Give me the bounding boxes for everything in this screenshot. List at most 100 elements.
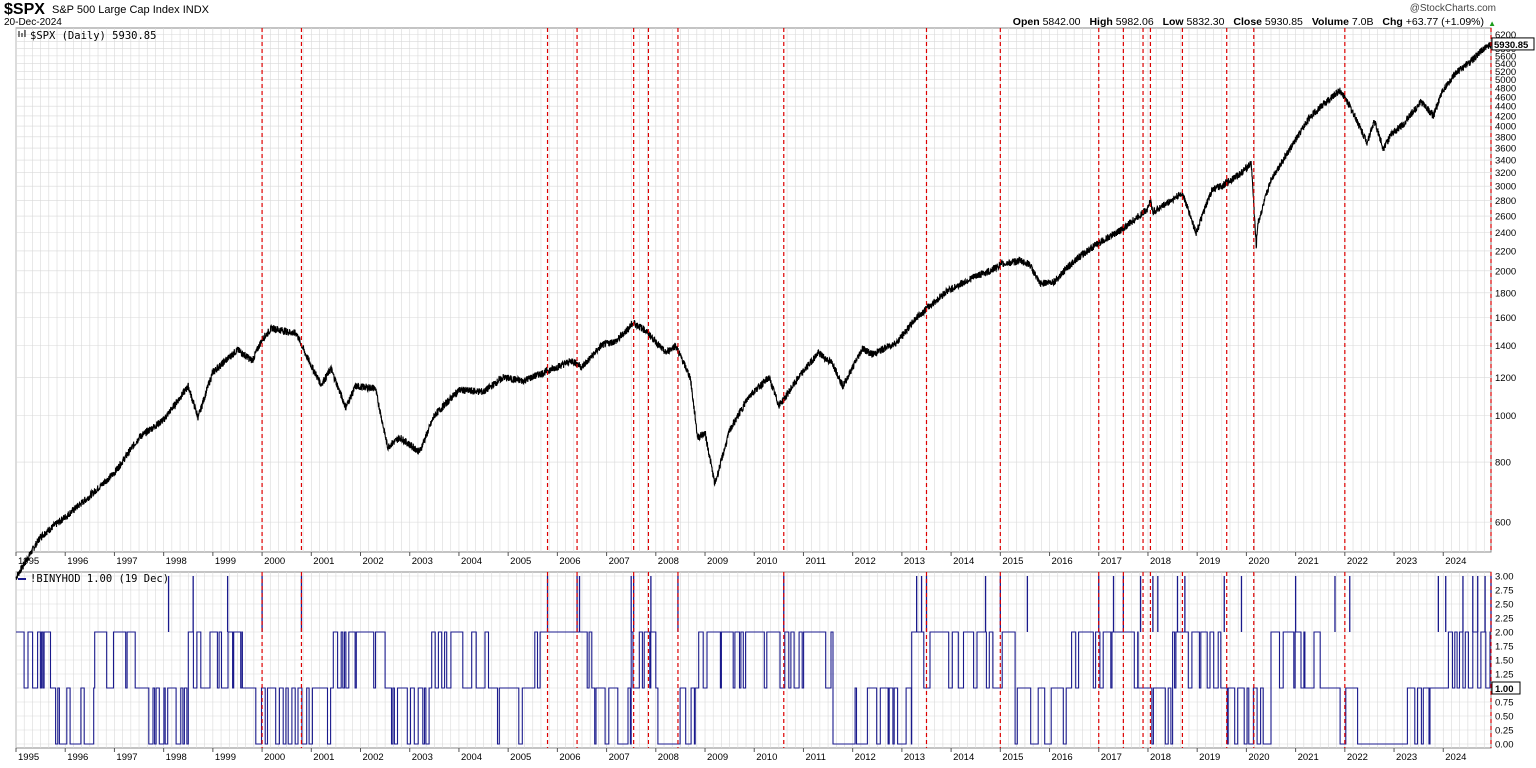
indicator-last-value-label: 1.00: [1495, 684, 1514, 695]
price-y-tick-label: 600: [1495, 518, 1511, 529]
price-x-tick-label: 1997: [116, 556, 137, 567]
price-y-tick-label: 4000: [1495, 122, 1516, 133]
price-legend-bars-icon: [18, 30, 26, 37]
price-x-tick-label: 2005: [510, 556, 531, 567]
indicator-x-tick-label: 2024: [1445, 752, 1466, 763]
price-x-tick-label: 2006: [559, 556, 580, 567]
price-x-tick-label: 2001: [313, 556, 334, 567]
indicator-x-tick-label: 2006: [559, 752, 580, 763]
exchange-code: INDX: [182, 4, 209, 16]
price-y-tick-label: 5200: [1495, 67, 1516, 78]
price-last-value-label: 5930.85: [1494, 40, 1529, 51]
price-y-tick-label: 1400: [1495, 341, 1516, 352]
indicator-x-tick-label: 1997: [116, 752, 137, 763]
indicator-x-tick-label: 2002: [363, 752, 384, 763]
price-x-tick-label: 2014: [953, 556, 974, 567]
high-label: High: [1089, 16, 1113, 28]
indicator-y-tick-label: 0.50: [1495, 712, 1514, 723]
indicator-x-tick-label: 2014: [953, 752, 974, 763]
indicator-x-tick-label: 2019: [1199, 752, 1220, 763]
indicator-legend: !BINYHOD 1.00 (19 Dec): [30, 573, 169, 585]
price-x-tick-label: 2021: [1298, 556, 1319, 567]
price-x-tick-label: 2008: [658, 556, 679, 567]
indicator-x-tick-label: 2012: [855, 752, 876, 763]
price-x-tick-label: 2023: [1396, 556, 1417, 567]
chg-value: +63.77 (+1.09%): [1405, 16, 1484, 28]
price-x-tick-label: 2012: [855, 556, 876, 567]
price-y-tick-label: 4400: [1495, 102, 1516, 113]
price-legend: $SPX (Daily) 5930.85: [30, 30, 156, 42]
indicator-x-tick-label: 2011: [805, 752, 825, 763]
price-y-tick-label: 4200: [1495, 111, 1516, 122]
price-y-tick-label: 2800: [1495, 196, 1516, 207]
index-name: S&P 500 Large Cap Index INDX: [52, 4, 209, 16]
price-y-tick-label: 3000: [1495, 182, 1516, 193]
volume-label: Volume: [1311, 16, 1349, 28]
indicator-y-tick-label: 2.50: [1495, 600, 1514, 611]
indicator-y-tick-label: 2.25: [1495, 614, 1514, 625]
price-y-tick-label: 3400: [1495, 156, 1516, 167]
indicator-x-tick-label: 2022: [1347, 752, 1368, 763]
indicator-y-tick-label: 2.75: [1495, 586, 1514, 597]
price-y-tick-label: 1800: [1495, 288, 1516, 299]
indicator-x-tick-label: 2018: [1150, 752, 1171, 763]
indicator-series-line: [16, 631, 1491, 745]
indicator-x-tick-label: 2005: [510, 752, 531, 763]
price-x-tick-label: 2002: [363, 556, 384, 567]
price-x-tick-label: 1995: [18, 556, 39, 567]
indicator-x-tick-label: 2021: [1298, 752, 1319, 763]
price-x-tick-label: 2003: [412, 556, 433, 567]
indicator-x-tick-label: 2000: [264, 752, 285, 763]
close-label: Close: [1233, 16, 1262, 28]
indicator-x-tick-label: 2009: [707, 752, 728, 763]
price-y-tick-label: 5400: [1495, 59, 1516, 70]
indicator-x-tick-label: 2017: [1101, 752, 1122, 763]
indicator-y-tick-label: 0.00: [1495, 740, 1514, 751]
indicator-y-tick-label: 1.25: [1495, 670, 1514, 681]
price-y-tick-label: 5600: [1495, 51, 1516, 62]
indicator-last-value-box: [1491, 681, 1521, 695]
signal-lines: [261, 28, 1492, 748]
price-y-tick-label: 3600: [1495, 144, 1516, 155]
indicator-y-tick-label: 2.00: [1495, 628, 1514, 639]
price-x-tick-label: 2022: [1347, 556, 1368, 567]
index-title: S&P 500 Large Cap Index: [52, 4, 180, 16]
low-label: Low: [1162, 16, 1184, 28]
price-x-tick-label: 2009: [707, 556, 728, 567]
price-y-tick-label: 5000: [1495, 75, 1516, 86]
brand-watermark: @StockCharts.com: [1409, 3, 1496, 14]
ticker-symbol: $SPX: [4, 1, 45, 18]
high-value: 5982.06: [1115, 16, 1154, 28]
price-x-tick-label: 2010: [756, 556, 777, 567]
indicator-x-tick-label: 2020: [1248, 752, 1269, 763]
legend-layer: $SPX (Daily) 5930.85 !BINYHOD 1.00 (19 D…: [18, 30, 169, 585]
price-y-tick-label: 1200: [1495, 373, 1516, 384]
indicator-x-tick-label: 2007: [609, 752, 630, 763]
indicator-x-tick-label: 2001: [313, 752, 334, 763]
indicator-y-tick-label: 1.50: [1495, 656, 1514, 667]
indicator-y-tick-label: 1.75: [1495, 642, 1514, 653]
price-y-tick-label: 1000: [1495, 411, 1516, 422]
indicator-x-tick-label: 2015: [1002, 752, 1023, 763]
grid-layer: [15, 27, 1492, 749]
price-x-tick-label: 2019: [1199, 556, 1220, 567]
price-x-tick-label: 2004: [461, 556, 482, 567]
volume-value: 7.0B: [1351, 16, 1374, 28]
indicator-x-tick-label: 2023: [1396, 752, 1417, 763]
price-x-tick-label: 2013: [904, 556, 925, 567]
price-x-tick-label: 2007: [609, 556, 630, 567]
indicator-x-tick-label: 2013: [904, 752, 925, 763]
indicator-y-tick-label: 0.25: [1495, 726, 1514, 737]
indicator-x-tick-label: 1995: [18, 752, 39, 763]
price-y-tick-label: 3800: [1495, 132, 1516, 143]
axis-layer: 600 800 1000 1200 1400 1600 1800 2000 2200 2400 26…: [15, 30, 1535, 763]
indicator-x-tick-label: 2003: [412, 752, 433, 763]
price-y-tick-label: 4800: [1495, 84, 1516, 95]
price-y-tick-label: 2000: [1495, 266, 1516, 277]
ohlc-readout: Open 5842.00 High 5982.06 Low 5832.30 Cl…: [1013, 16, 1490, 28]
indicator-x-tick-label: 1996: [67, 752, 88, 763]
price-x-tick-label: 2017: [1101, 556, 1122, 567]
price-x-tick-label: 2016: [1052, 556, 1073, 567]
indicator-x-tick-label: 2008: [658, 752, 679, 763]
